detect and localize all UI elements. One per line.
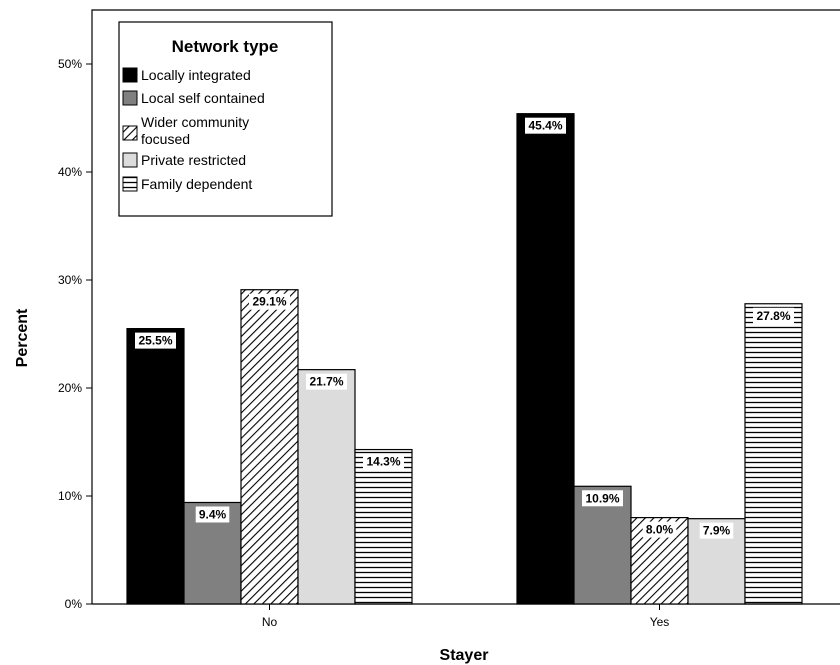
data-label: 29.1% <box>252 295 286 309</box>
data-label: 45.4% <box>528 119 562 133</box>
data-label: 21.7% <box>309 375 343 389</box>
y-tick-label: 10% <box>58 489 82 503</box>
legend-label: Wider community <box>141 114 249 130</box>
legend-label: Local self contained <box>141 90 265 106</box>
legend-box <box>118 21 333 217</box>
legend-title: Network type <box>172 37 279 56</box>
data-label: 14.3% <box>366 455 400 469</box>
legend-label: Family dependent <box>141 176 252 192</box>
x-tick-label: Yes <box>650 615 670 629</box>
y-tick-label: 0% <box>65 597 83 611</box>
legend: Network type Locally integrated Local self… <box>118 21 333 217</box>
data-label-box <box>249 293 290 310</box>
legend-swatch <box>122 152 138 168</box>
y-tick-label: 30% <box>58 273 82 287</box>
bar <box>297 369 356 605</box>
x-axis-title: Stayer <box>440 647 489 664</box>
data-label: 7.9% <box>703 524 731 538</box>
data-label-box <box>135 332 176 349</box>
legend-swatch <box>122 125 138 141</box>
y-tick-label: 40% <box>58 165 82 179</box>
data-label: 25.5% <box>138 334 172 348</box>
data-label-box <box>699 522 734 539</box>
data-label: 27.8% <box>756 309 790 323</box>
data-labels: 25.5% 9.4% 29.1% 21.7% 14.3% 45.4% 10.9% 8.0% 7.… <box>135 117 794 539</box>
x-axis: No Yes <box>262 604 669 629</box>
legend-label: focused <box>141 131 190 147</box>
legend-swatch <box>122 67 138 83</box>
bar <box>354 448 413 605</box>
data-label: 9.4% <box>199 507 227 521</box>
data-label: 10.9% <box>585 491 619 505</box>
legend-swatch <box>122 90 138 106</box>
data-label-box <box>582 490 623 507</box>
data-label-box <box>195 506 230 523</box>
y-tick-label: 50% <box>58 57 82 71</box>
legend-label: Locally integrated <box>141 67 251 83</box>
bar <box>744 303 803 605</box>
data-label-box <box>525 117 566 134</box>
y-axis-title: Percent <box>14 308 31 367</box>
legend-swatch <box>122 176 138 192</box>
bar <box>240 289 299 605</box>
data-label: 8.0% <box>646 523 674 537</box>
legend-label: Private restricted <box>141 152 246 168</box>
data-label-box <box>642 521 677 538</box>
data-label-box <box>753 307 794 324</box>
bar <box>126 328 185 605</box>
y-tick-label: 20% <box>58 381 82 395</box>
bars <box>126 113 803 605</box>
data-label-box <box>363 453 404 470</box>
bar <box>516 113 575 605</box>
x-tick-label: No <box>262 615 278 629</box>
data-label-box <box>306 373 347 390</box>
y-axis: 0% 10% 20% 30% 40% 50% <box>58 57 92 611</box>
plot-frame-line <box>91 9 840 604</box>
